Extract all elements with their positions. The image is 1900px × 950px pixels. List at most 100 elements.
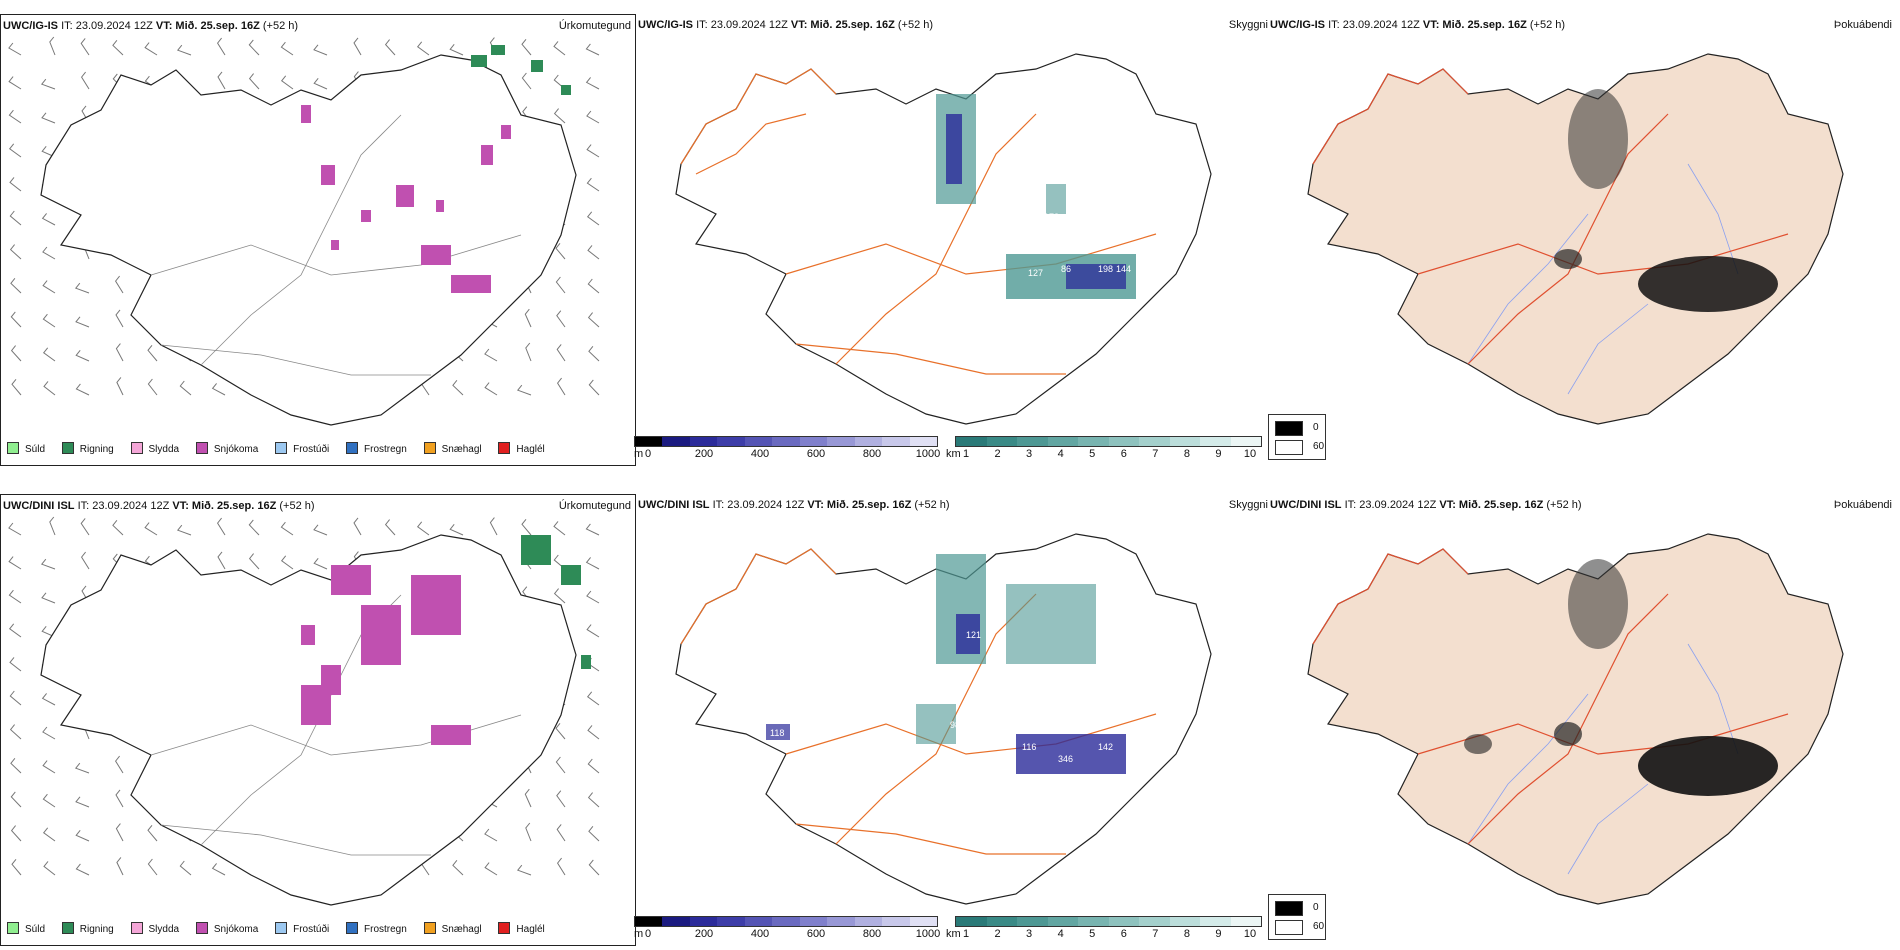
- rivers: [1467, 643, 1739, 875]
- vis-label: 118: [770, 728, 784, 738]
- vis-label: 116: [1022, 742, 1036, 752]
- legend-item: Snæhagl: [423, 442, 482, 455]
- wind-barb: [75, 829, 90, 842]
- wind-barb: [353, 37, 362, 56]
- colorbar-unit: km: [946, 448, 961, 460]
- wind-barb: [484, 382, 498, 396]
- wind-barb: [280, 521, 294, 536]
- colorbar-segment: [1047, 917, 1078, 926]
- wind-barb: [521, 38, 532, 56]
- colorbar-segment: [1139, 917, 1170, 926]
- wind-barb: [211, 383, 226, 396]
- wind-barb: [75, 349, 90, 362]
- colorbar-tick-label: 800: [862, 448, 882, 460]
- rivers: [1467, 163, 1739, 395]
- colorbar-tick-label: 1: [962, 448, 970, 460]
- wind-barb: [41, 145, 56, 158]
- wind-barb: [115, 343, 124, 362]
- colorbar-segment: [635, 917, 663, 926]
- rain-patches: [471, 45, 571, 95]
- colorbar-segment: [689, 917, 718, 926]
- wind-barb: [74, 282, 90, 294]
- wind-barb: [586, 211, 600, 226]
- panel-title: UWC/DINI ISL IT: 23.09.2024 12Z VT: Mið.…: [3, 500, 315, 512]
- panel-label-vis: Skyggni: [1228, 19, 1268, 31]
- wind-barb: [556, 310, 566, 328]
- wind-barb: [147, 858, 158, 876]
- colorbar-segment: [744, 917, 773, 926]
- wind-barb: [313, 77, 328, 90]
- wind-barb: [553, 108, 566, 124]
- colorbar-tick-label: 5: [1089, 928, 1096, 940]
- fog-value-dark: 0: [1313, 902, 1319, 913]
- colorbar-segment: [986, 437, 1017, 446]
- wind-barb: [525, 342, 532, 362]
- wind-barb: [75, 863, 90, 876]
- wind-barb: [484, 348, 498, 362]
- legend-item: Frostúði: [275, 922, 329, 935]
- cloud-base-colorbar: [634, 436, 938, 447]
- fog-legend: 0 60: [1268, 894, 1326, 940]
- visibility-colorbar: [955, 916, 1262, 927]
- wind-barb: [42, 726, 56, 740]
- wind-barb: [586, 177, 600, 192]
- wind-barb: [586, 691, 600, 706]
- vis-label: 144: [1116, 264, 1131, 274]
- wind-barb: [10, 311, 22, 328]
- wind-barb: [452, 859, 464, 876]
- wind-barb: [555, 242, 566, 260]
- precip-type-panel-bottom: UWC/DINI ISL IT: 23.09.2024 12Z VT: Mið.…: [0, 494, 636, 946]
- wind-barb: [80, 71, 90, 90]
- wind-barb: [248, 519, 260, 536]
- vis-label: 142: [1098, 742, 1113, 752]
- wind-barb: [40, 558, 56, 570]
- wind-barb: [585, 523, 600, 536]
- precip-legend: Súld Rigning Slydda Snjókoma Frostúði Fr…: [7, 442, 559, 455]
- wind-barb: [112, 519, 124, 536]
- wind-barb: [80, 551, 90, 570]
- colorbar-segment: [909, 917, 937, 926]
- legend-item: Haglél: [498, 922, 545, 935]
- colorbar-segment: [662, 917, 690, 926]
- wind-barb: [42, 827, 56, 842]
- colorbar-tick-label: 4: [1057, 448, 1064, 460]
- wind-barb: [553, 521, 566, 536]
- wind-barb: [585, 557, 600, 570]
- wind-barb: [9, 724, 22, 740]
- wind-barb: [556, 857, 566, 876]
- wind-barb: [556, 377, 566, 396]
- legend-item: Snjókoma: [195, 922, 258, 935]
- fog-areas: [1554, 89, 1778, 312]
- colorbar-tick-label: 0: [644, 448, 652, 460]
- fog-swatch-dark: [1275, 421, 1303, 436]
- wind-barb: [8, 589, 22, 604]
- fog-value-dark: 0: [1313, 422, 1319, 433]
- colorbar-tick-label: 8: [1183, 928, 1190, 940]
- fog-swatch-dark: [1275, 901, 1303, 916]
- wind-barb: [10, 791, 22, 808]
- wind-barb: [41, 112, 56, 124]
- wind-barb: [8, 109, 22, 124]
- colorbar-segment: [1200, 917, 1231, 926]
- colorbar-segment: [1230, 437, 1261, 446]
- wind-barb: [8, 42, 22, 56]
- roads-orange: [680, 68, 1157, 375]
- wind-barb: [585, 77, 600, 90]
- wind-barb: [587, 278, 600, 294]
- legend-item: Haglél: [498, 442, 545, 455]
- wind-barb: [384, 519, 396, 536]
- colorbar-segment: [689, 437, 718, 446]
- colorbar-tick-label: 3: [1026, 928, 1033, 940]
- colorbar-segment: [799, 917, 828, 926]
- wind-barb: [42, 313, 56, 328]
- panel-label-fog: Þokuábendi: [1833, 499, 1892, 511]
- wind-barb: [115, 789, 124, 808]
- vis-label: 136: [948, 248, 963, 258]
- wind-barb: [176, 44, 192, 56]
- visibility-map-bottom: 116 346 142 121 98 118: [675, 533, 1212, 905]
- cloud-base-colorbar: [634, 916, 938, 927]
- wind-barb: [42, 280, 56, 294]
- wind-barb: [587, 725, 600, 740]
- colorbar-tick-label: 800: [862, 928, 882, 940]
- colorbar-segment: [799, 437, 828, 446]
